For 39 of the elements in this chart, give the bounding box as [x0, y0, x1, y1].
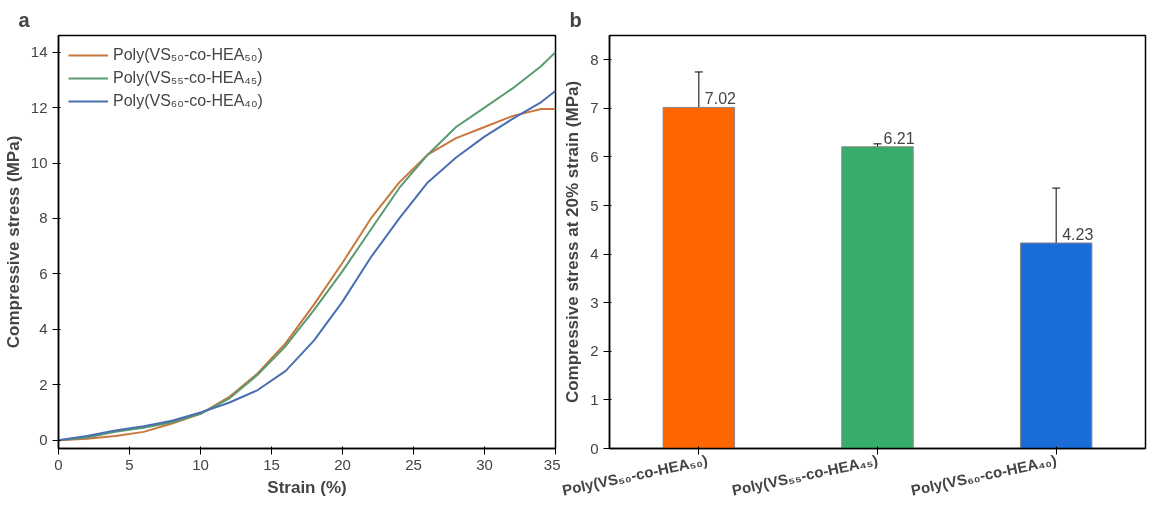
- legend-label: Poly(VS₅₀-co-HEA₅₀): [113, 46, 263, 64]
- y-tick-label: 4: [590, 245, 599, 263]
- legend-label: Poly(VS₅₅-co-HEA₄₅): [113, 69, 263, 87]
- y-tick-label: 14: [30, 43, 48, 61]
- legend-label: Poly(VS₆₀-co-HEA₄₀): [113, 92, 263, 110]
- bar: [841, 146, 914, 449]
- y-tick-label: 6: [39, 264, 48, 282]
- bar: [1019, 242, 1093, 449]
- x-tick-label: 15: [263, 455, 280, 473]
- chart-title: b: [569, 8, 582, 31]
- y-tick-label: 1: [590, 390, 599, 408]
- y-tick-label: 0: [39, 431, 48, 449]
- data-label: 4.23: [1062, 225, 1094, 243]
- x-axis-title: Strain (%): [267, 477, 347, 497]
- y-tick-label: 8: [590, 50, 599, 68]
- x-tick-label: 25: [405, 455, 422, 473]
- y-tick-label: 12: [30, 98, 48, 116]
- y-tick-label: 3: [590, 293, 599, 311]
- y-axis-title: Compressive stress (MPa): [3, 135, 23, 349]
- y-tick-label: 8: [39, 209, 48, 227]
- y-tick-label: 10: [30, 154, 48, 171]
- x-tick-label: 0: [54, 455, 63, 473]
- y-tick-label: 0: [590, 439, 599, 457]
- x-tick-label: 35: [543, 455, 561, 473]
- x-tick-label: 5: [125, 455, 134, 473]
- x-tick-label: 30: [476, 455, 493, 473]
- y-tick-label: 4: [39, 320, 48, 338]
- y-tick-label: 2: [590, 342, 599, 360]
- data-label: 7.02: [704, 90, 737, 108]
- data-label: 6.21: [883, 129, 915, 147]
- y-tick-label: 2: [39, 375, 48, 393]
- chart-title: a: [18, 8, 31, 31]
- x-tick-label: 20: [334, 455, 351, 473]
- y-tick-label: 5: [590, 196, 599, 214]
- y-axis-title: Compressive stress at 20% strain (MPa): [563, 80, 583, 404]
- bar: [662, 106, 736, 449]
- y-tick-label: 6: [590, 147, 599, 165]
- x-tick-label: 10: [192, 455, 209, 473]
- y-tick-label: 7: [590, 99, 599, 117]
